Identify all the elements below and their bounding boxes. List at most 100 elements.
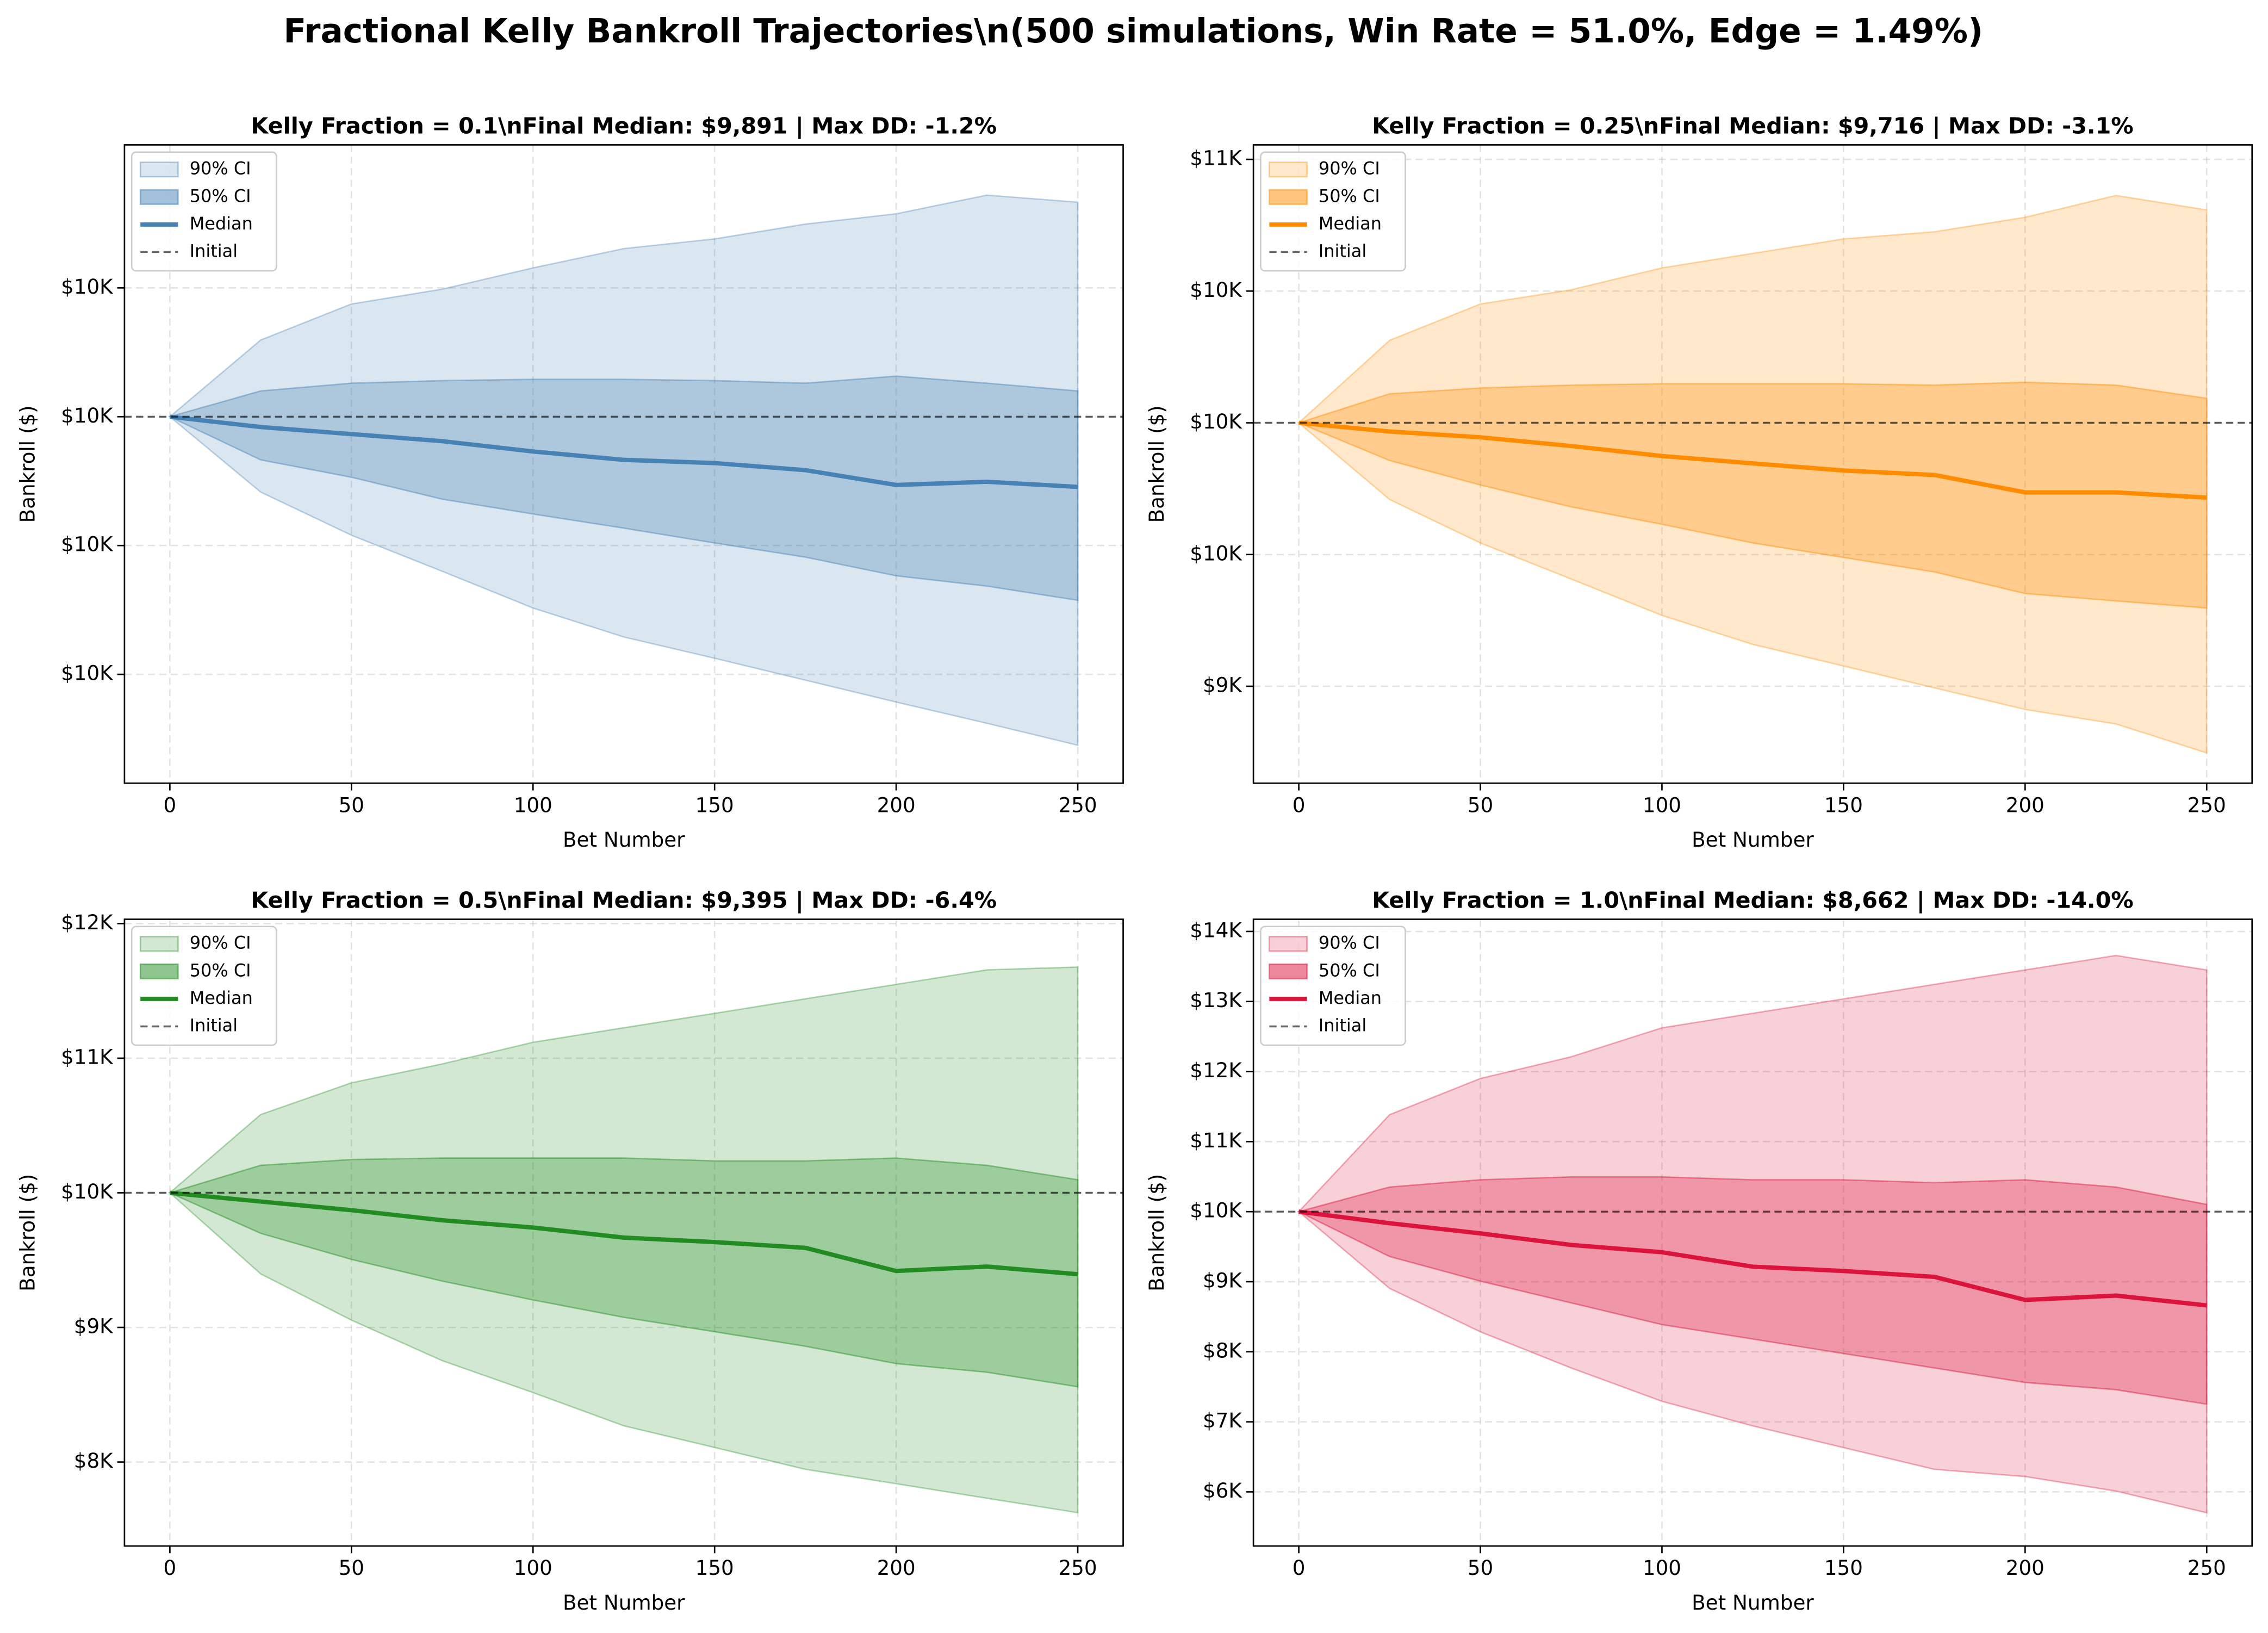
- legend-label: Initial: [1319, 240, 1366, 261]
- legend-box: [131, 151, 277, 272]
- legend-label: 90% CI: [1319, 158, 1380, 179]
- subplot: Kelly Fraction = 0.1\nFinal Median: $9,8…: [16, 113, 1124, 852]
- x-tick-label: 250: [2188, 793, 2226, 817]
- subplot-title: Kelly Fraction = 0.25\nFinal Median: $9,…: [1372, 113, 2133, 139]
- ci-band: [1297, 195, 2208, 754]
- legend-swatch: [139, 162, 179, 178]
- plot-area: [124, 966, 1123, 1514]
- y-axis-label: Bankroll ($): [16, 1174, 40, 1292]
- ci-band: [1296, 381, 2208, 609]
- y-tick-label: $10K: [1190, 541, 1242, 565]
- y-axis-label: Bankroll ($): [1145, 1174, 1169, 1292]
- subplot: Kelly Fraction = 0.5\nFinal Median: $9,3…: [16, 887, 1124, 1615]
- legend-swatch: [139, 189, 179, 205]
- y-axis-label: Bankroll ($): [1145, 405, 1169, 523]
- legend-box: [1260, 926, 1406, 1046]
- x-tick-label: 200: [877, 1556, 916, 1580]
- subplot-title: Kelly Fraction = 0.5\nFinal Median: $9,3…: [251, 887, 997, 914]
- y-tick-label: $10K: [1190, 278, 1242, 302]
- y-tick-label: $8K: [1203, 1338, 1242, 1362]
- x-tick-label: 200: [2006, 1556, 2045, 1580]
- legend-box: [131, 926, 277, 1046]
- legend-swatch: [1269, 189, 1308, 205]
- ci-band: [169, 966, 1079, 1514]
- legend-swatch: [1269, 963, 1308, 979]
- y-tick-label: $10K: [1190, 1199, 1242, 1222]
- x-axis-label: Bet Number: [1692, 1591, 1814, 1615]
- median-line: [1298, 420, 2207, 500]
- y-tick-label: $6K: [1203, 1479, 1242, 1502]
- y-tick-label: $7K: [1203, 1408, 1242, 1432]
- x-tick-label: 50: [1468, 793, 1493, 817]
- plot-area: [124, 194, 1123, 747]
- ci-band: [167, 375, 1079, 601]
- x-tick-label: 150: [695, 793, 734, 817]
- x-tick-label: 0: [1293, 1556, 1306, 1580]
- y-tick-label: $11K: [1190, 146, 1242, 170]
- x-tick-label: 100: [1643, 793, 1681, 817]
- figure-title: Fractional Kelly Bankroll Trajectories\n…: [283, 12, 1983, 51]
- median-line: [1298, 1209, 2207, 1308]
- y-axis-label: Bankroll ($): [16, 405, 40, 523]
- legend-label: Initial: [190, 1015, 238, 1035]
- y-tick-label: $10K: [61, 275, 114, 299]
- x-tick-label: 150: [1824, 1556, 1863, 1580]
- subplot: Kelly Fraction = 1.0\nFinal Median: $8,6…: [1145, 887, 2253, 1615]
- legend-label: 50% CI: [1319, 960, 1380, 980]
- legend-swatch: [1269, 936, 1308, 952]
- ci-band: [169, 194, 1079, 747]
- y-tick-label: $10K: [61, 403, 114, 427]
- x-tick-label: 50: [339, 793, 364, 817]
- x-tick-label: 200: [2006, 793, 2045, 817]
- plot-area: [1253, 195, 2252, 754]
- x-tick-label: 50: [1468, 1556, 1493, 1580]
- y-tick-label: $10K: [1190, 409, 1242, 433]
- subplot-title: Kelly Fraction = 0.1\nFinal Median: $9,8…: [251, 113, 997, 139]
- axes-frame: [1252, 144, 2253, 784]
- legend-swatch: [139, 936, 179, 952]
- x-axis-label: Bet Number: [563, 828, 685, 852]
- axes-frame: [1252, 918, 2253, 1547]
- y-tick-label: $10K: [61, 532, 114, 556]
- x-axis-label: Bet Number: [1692, 828, 1814, 852]
- y-tick-label: $12K: [1190, 1058, 1242, 1082]
- x-tick-label: 100: [514, 793, 552, 817]
- x-tick-label: 250: [2188, 1556, 2226, 1580]
- legend-label: 50% CI: [1319, 185, 1380, 206]
- axes-frame: [123, 144, 1124, 784]
- legend-label: 90% CI: [1319, 933, 1380, 953]
- y-tick-label: $9K: [1203, 673, 1242, 697]
- legend-label: Median: [190, 213, 253, 234]
- y-tick-label: $10K: [61, 1179, 114, 1203]
- legend-swatch: [139, 963, 179, 979]
- x-tick-label: 50: [339, 1556, 364, 1580]
- x-tick-label: 250: [1058, 793, 1097, 817]
- axes-frame: [123, 918, 1124, 1547]
- plot-area: [1253, 954, 2252, 1514]
- y-tick-label: $8K: [74, 1449, 114, 1473]
- legend-label: Median: [1319, 988, 1382, 1008]
- x-tick-label: 0: [1293, 793, 1306, 817]
- legend-label: Initial: [1319, 1015, 1366, 1035]
- legend-label: 90% CI: [190, 933, 251, 953]
- legend-label: 50% CI: [190, 960, 251, 980]
- subplot-title: Kelly Fraction = 1.0\nFinal Median: $8,6…: [1372, 887, 2133, 914]
- legend-label: Median: [1319, 213, 1382, 234]
- x-tick-label: 150: [1824, 793, 1863, 817]
- x-tick-label: 200: [877, 793, 916, 817]
- legend-label: Initial: [190, 240, 238, 261]
- y-tick-label: $10K: [61, 661, 114, 685]
- median-line: [169, 414, 1078, 489]
- x-axis-label: Bet Number: [563, 1591, 685, 1615]
- legend-label: 90% CI: [190, 158, 251, 179]
- x-tick-label: 0: [164, 1556, 177, 1580]
- x-tick-label: 0: [164, 793, 177, 817]
- y-tick-label: $9K: [74, 1314, 114, 1338]
- legend-label: Median: [190, 988, 253, 1008]
- y-tick-label: $13K: [1190, 988, 1242, 1012]
- y-tick-label: $14K: [1190, 918, 1242, 942]
- x-tick-label: 150: [695, 1556, 734, 1580]
